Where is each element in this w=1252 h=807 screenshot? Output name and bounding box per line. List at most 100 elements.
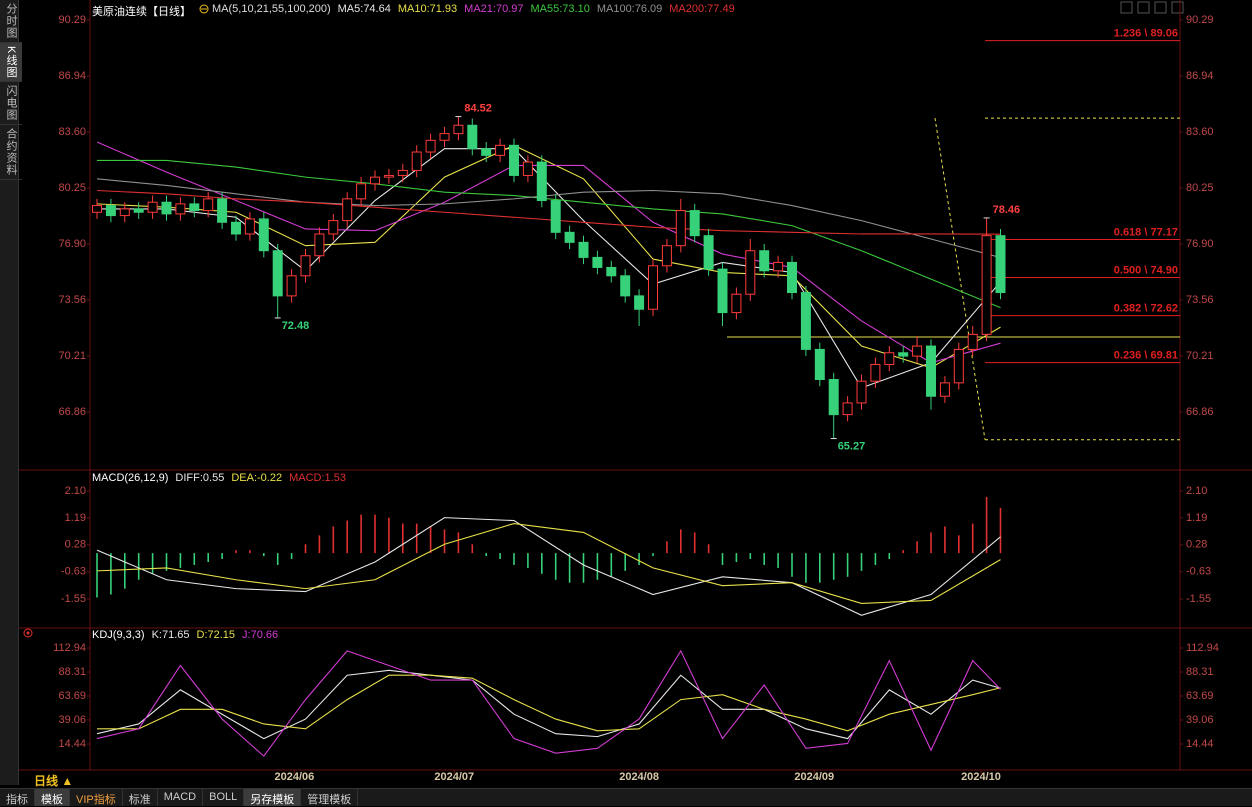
x-tick-label: 2024/08: [619, 771, 659, 783]
fib-label: 0.236 \ 69.81: [1114, 350, 1178, 362]
series-line: [96, 517, 1001, 616]
sidebar-tab[interactable]: 合约资料: [0, 125, 22, 181]
y-tick-label: 70.21: [58, 350, 86, 362]
candle-body: [661, 245, 672, 267]
candle-body: [856, 380, 867, 404]
tab[interactable]: 指标: [0, 789, 35, 806]
period-button[interactable]: 日线 ▲: [34, 774, 74, 788]
sidebar-tab[interactable]: 分时图: [0, 0, 22, 43]
candle-body: [258, 218, 269, 252]
legend-entry: MA100:76.09: [596, 3, 663, 15]
candle-body: [105, 205, 116, 217]
y-tick-label: 76.90: [1186, 238, 1214, 250]
legend-entry: MA5:74.64: [337, 3, 391, 15]
candle-body: [189, 203, 200, 212]
tab[interactable]: 模板: [35, 789, 70, 806]
candle-body: [773, 261, 784, 272]
fib-label: 0.382 \ 72.62: [1114, 303, 1178, 315]
y-tick-label: 39.06: [1186, 714, 1214, 726]
panel-title: 美原油连续【日线】: [92, 6, 191, 18]
candle-body: [92, 205, 102, 213]
candle-body: [995, 235, 1006, 294]
legend-entry: DEA:-0.22: [231, 472, 283, 484]
sidebar-tab[interactable]: 闪电图: [0, 82, 22, 126]
y-tick-label: 2.10: [65, 485, 86, 497]
low-label: 72.48: [282, 320, 310, 332]
tab[interactable]: 管理模板: [301, 789, 359, 806]
dashed-diagonal: [934, 117, 986, 440]
legend-entry: D:72.15: [196, 629, 236, 641]
candle-body: [133, 208, 144, 213]
y-tick-label: 112.94: [1186, 642, 1219, 654]
candle-body: [759, 250, 770, 272]
tab[interactable]: 标准: [123, 789, 158, 806]
candle-body: [953, 348, 964, 384]
legend-entry: DIFF:0.55: [175, 472, 225, 484]
tab[interactable]: BOLL: [203, 789, 245, 806]
y-tick-label: 66.86: [58, 406, 86, 418]
candle-body: [314, 233, 325, 257]
candle-body: [578, 241, 589, 258]
candle-body: [814, 348, 825, 381]
candle-body: [606, 266, 617, 277]
y-tick-label: 73.56: [1186, 294, 1214, 306]
legend-entry: MA55:73.10: [530, 3, 590, 15]
candle-body: [620, 275, 631, 297]
candle-body: [981, 235, 992, 335]
series-line: [97, 159, 1001, 309]
candle-body: [272, 250, 283, 297]
y-tick-label: 76.90: [58, 238, 86, 250]
candle-body: [550, 200, 561, 233]
y-tick-label: 83.60: [1186, 126, 1214, 138]
candle-body: [926, 345, 936, 397]
tab[interactable]: MACD: [158, 789, 204, 806]
panel-title: MACD(26,12,9): [92, 472, 169, 484]
y-tick-label: 80.25: [58, 182, 86, 194]
candle-body: [383, 174, 394, 178]
candle-body: [509, 144, 519, 176]
candle-body: [203, 198, 214, 212]
y-tick-label: 63.69: [1186, 690, 1214, 702]
panel-header: MACD(26,12,9) DIFF:0.55 DEA:-0.22 MACD:1.53: [92, 472, 346, 484]
candle-body: [356, 183, 367, 200]
panel-title: KDJ(9,3,3): [92, 629, 145, 641]
candle-body: [648, 265, 658, 310]
y-tick-label: 83.60: [58, 126, 86, 138]
candle-body: [453, 124, 464, 135]
candle-body: [634, 295, 645, 310]
high-label: 78.46: [993, 204, 1021, 216]
tab[interactable]: 另存模板: [244, 789, 302, 806]
candle-body: [175, 203, 186, 215]
candle-body: [898, 352, 909, 357]
x-tick-label: 2024/10: [961, 771, 1001, 783]
candle-body: [800, 292, 811, 350]
series-line: [96, 189, 1001, 235]
panel-header: 美原油连续【日线】 MA(5,10,21,55,100,200) MA5:74.64…: [92, 3, 735, 19]
legend-entry: MA21:70.97: [464, 3, 524, 15]
fib-label: 0.618 \ 77.17: [1114, 226, 1178, 238]
y-tick-label: 1.19: [1186, 512, 1207, 524]
tab[interactable]: VIP指标: [70, 789, 123, 806]
candle-body: [828, 379, 839, 416]
candle-body: [425, 139, 436, 153]
candle-body: [244, 218, 255, 235]
candle-body: [689, 210, 700, 237]
y-tick-label: 90.29: [58, 14, 86, 26]
candle-body: [884, 352, 895, 365]
high-label: 84.52: [464, 102, 492, 114]
y-tick-label: 66.86: [1186, 406, 1214, 418]
fib-label: 1.236 \ 89.06: [1114, 28, 1178, 40]
candle-body: [397, 169, 408, 176]
candle-body: [522, 161, 533, 176]
sidebar-tab[interactable]: K线图: [0, 43, 22, 83]
y-tick-label: 63.69: [58, 690, 86, 702]
candle-body: [939, 382, 950, 397]
legend-entry: MACD:1.53: [289, 472, 346, 484]
candle-body: [717, 268, 728, 314]
candle-body: [411, 151, 422, 171]
candle-body: [842, 402, 853, 416]
y-tick-label: 90.29: [1186, 14, 1214, 26]
series-line: [97, 674, 1001, 732]
y-tick-label: -1.55: [61, 593, 86, 605]
